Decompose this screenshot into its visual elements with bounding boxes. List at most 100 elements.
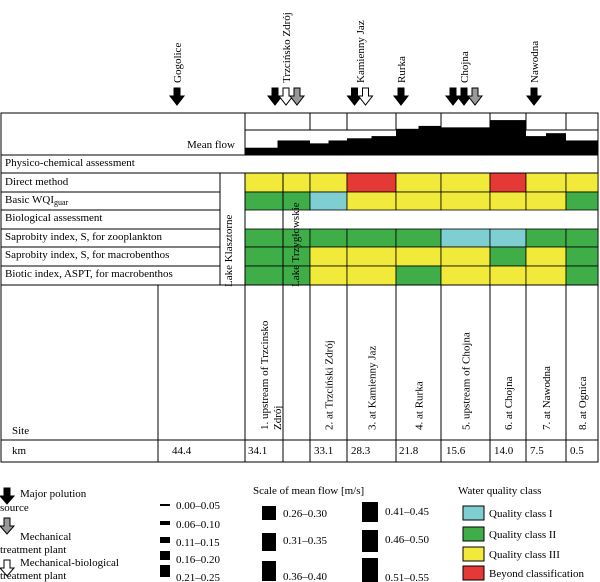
site-label-4: 4. at Rurka <box>414 381 426 430</box>
site-label-1-line-1: 1. upstream of Trzcinsko <box>259 320 271 430</box>
cell-direct-site-3 <box>346 172 397 193</box>
quality-class-swatch-4 <box>462 565 485 581</box>
scale-swatch-6 <box>262 533 276 551</box>
source-1-major-arrow-icon <box>168 87 186 106</box>
source-2-mechbio-arrow-icon <box>277 87 295 106</box>
scale-label-8: 0.41–0.45 <box>385 506 430 518</box>
site-label-6: 6. at Chojna <box>503 376 515 430</box>
scale-swatch-5 <box>262 506 276 520</box>
flow-bar-site-8-1 <box>566 140 582 155</box>
cell-sapro-zoo-site-8 <box>565 228 599 248</box>
legend-mech-text-2: treatment plant <box>0 544 66 556</box>
flow-bar-site-1-2 <box>277 140 310 155</box>
cell-sapro-macro-site-6 <box>489 246 527 267</box>
flow-scale-items: 0.00–0.05 0.06–0.10 0.11–0.15 0.16–0.20 0.21… <box>160 500 430 582</box>
cell-sapro-macro-site-2 <box>309 246 348 267</box>
source-2-mech-arrow-icon <box>288 87 306 106</box>
legend-mech: Mechanical treatment plant <box>0 517 71 556</box>
cell-biotic-site-2 <box>309 265 348 286</box>
km-value-1: 34.1 <box>248 445 267 457</box>
quality-class-swatch-3 <box>462 546 485 562</box>
source-label-3: Kamienny Jaz <box>355 20 367 83</box>
pollution-sources: Gogolice Trzcińsko Zdrój Kamienny Jaz Rurka… <box>168 12 543 106</box>
site-label-3: 3. at Kamienny Jaz <box>367 346 379 430</box>
legend-mechbio: Mechanical-biological treatment plant <box>0 557 119 582</box>
quality-class-label-2: Quality class II <box>489 529 557 541</box>
table-grid <box>1 113 598 462</box>
scale-label-10: 0.51–0.55 <box>385 572 430 582</box>
scale-label-3: 0.16–0.20 <box>176 554 221 566</box>
direct-method-label: Direct method <box>5 176 69 188</box>
km-value-5: 15.6 <box>446 445 466 457</box>
flow-bar-site-6-1 <box>490 120 508 155</box>
cell-sapro-zoo-site-5 <box>440 228 491 248</box>
scale-swatch-10 <box>362 558 378 582</box>
site-label: Site <box>12 425 29 437</box>
legend: Major polution source Mechanical treatme… <box>0 485 585 582</box>
source-5-major-arrow-icon <box>444 87 462 106</box>
site-label-8: 8. at Ognica <box>577 376 589 430</box>
scale-swatch-0 <box>160 504 170 506</box>
km-value-7: 7.5 <box>530 445 544 457</box>
cell-sapro-macro-site-3 <box>346 246 397 267</box>
flow-bar-site-7-1 <box>526 136 546 155</box>
source-3-major-arrow-icon <box>346 87 363 106</box>
scale-label-5: 0.26–0.30 <box>283 508 328 520</box>
flow-bar-site-6-2 <box>508 120 526 155</box>
scale-swatch-1 <box>160 521 170 525</box>
source-5-mech-arrow-icon <box>466 87 484 106</box>
cell-wqi-site-8 <box>565 191 599 211</box>
quality-class-swatch-1 <box>462 505 485 521</box>
flow-bar-site-4-1 <box>396 128 419 155</box>
cell-sapro-zoo-site-2 <box>309 228 348 248</box>
cell-wqi-site-5 <box>440 191 491 211</box>
km-value-8: 0.5 <box>570 445 584 457</box>
scale-swatch-3 <box>160 551 170 560</box>
cell-wqi-site-2 <box>309 191 348 211</box>
quality-class-label-4: Beyond classification <box>489 568 585 580</box>
sapro-macro-label: Saprobity index, S, for macrobenthos <box>5 249 169 261</box>
cell-sapro-macro-site-4 <box>395 246 442 267</box>
site-labels: 1. upstream of TrzcinskoZdrój 2. at Trzci… <box>259 320 589 430</box>
source-4-major-arrow-icon <box>392 87 410 106</box>
cell-direct-site-8 <box>565 172 599 193</box>
legend-mechbio-text-1: Mechanical-biological <box>20 557 119 569</box>
cell-sapro-zoo-site-3 <box>346 228 397 248</box>
scale-swatch-9 <box>362 530 378 552</box>
cell-direct-site-7 <box>525 172 567 193</box>
quality-class-swatch-2 <box>462 526 485 542</box>
major-arrow-icon <box>0 487 16 505</box>
cell-direct-site-5 <box>440 172 491 193</box>
legend-major: Major polution source <box>0 487 87 514</box>
cell-direct-site-4 <box>395 172 442 193</box>
scale-swatch-8 <box>362 502 378 522</box>
biological-label: Biological assessment <box>5 212 102 224</box>
mean-flow-label: Mean flow <box>187 139 235 151</box>
site-label-1: 1. upstream of TrzcinskoZdrój <box>259 320 284 430</box>
cell-wqi-site-4 <box>395 191 442 211</box>
cell-wqi-site-6 <box>489 191 527 211</box>
wqi-label: Basic WQIguar <box>5 194 69 207</box>
km-value-4: 21.8 <box>399 445 419 457</box>
mech-arrow-icon <box>0 517 16 535</box>
cell-biotic-site-7 <box>525 265 567 286</box>
lake-klasztorne-label: Lake Klasztorne <box>223 215 235 287</box>
wq-title: Water quality class <box>458 485 541 497</box>
assessment-table <box>0 112 599 463</box>
source-label-4: Rurka <box>396 56 408 83</box>
quality-class-label-3: Quality class III <box>489 549 560 561</box>
quality-class-items: Quality class I Quality class II Quality c… <box>462 505 585 581</box>
scale-swatch-4 <box>160 565 170 577</box>
mechbio-arrow-icon <box>0 559 16 577</box>
cell-biotic-site-5 <box>440 265 491 286</box>
km-value-6: 14.0 <box>494 445 514 457</box>
flow-bar-site-5-2 <box>465 127 490 155</box>
flow-bar-site-7-2 <box>546 133 566 155</box>
physchem-label: Physico-chemical assessment <box>5 157 135 169</box>
km-label: km <box>12 445 27 457</box>
km-values: 44.4 34.1 33.1 28.3 21.8 15.6 14.0 7.5 0.5 <box>172 445 584 457</box>
legend-major-text-1: Major polution <box>20 488 87 500</box>
source-label-5: Chojna <box>459 51 471 83</box>
legend-major-text-2: source <box>0 502 29 514</box>
quality-class-label-1: Quality class I <box>489 508 553 520</box>
